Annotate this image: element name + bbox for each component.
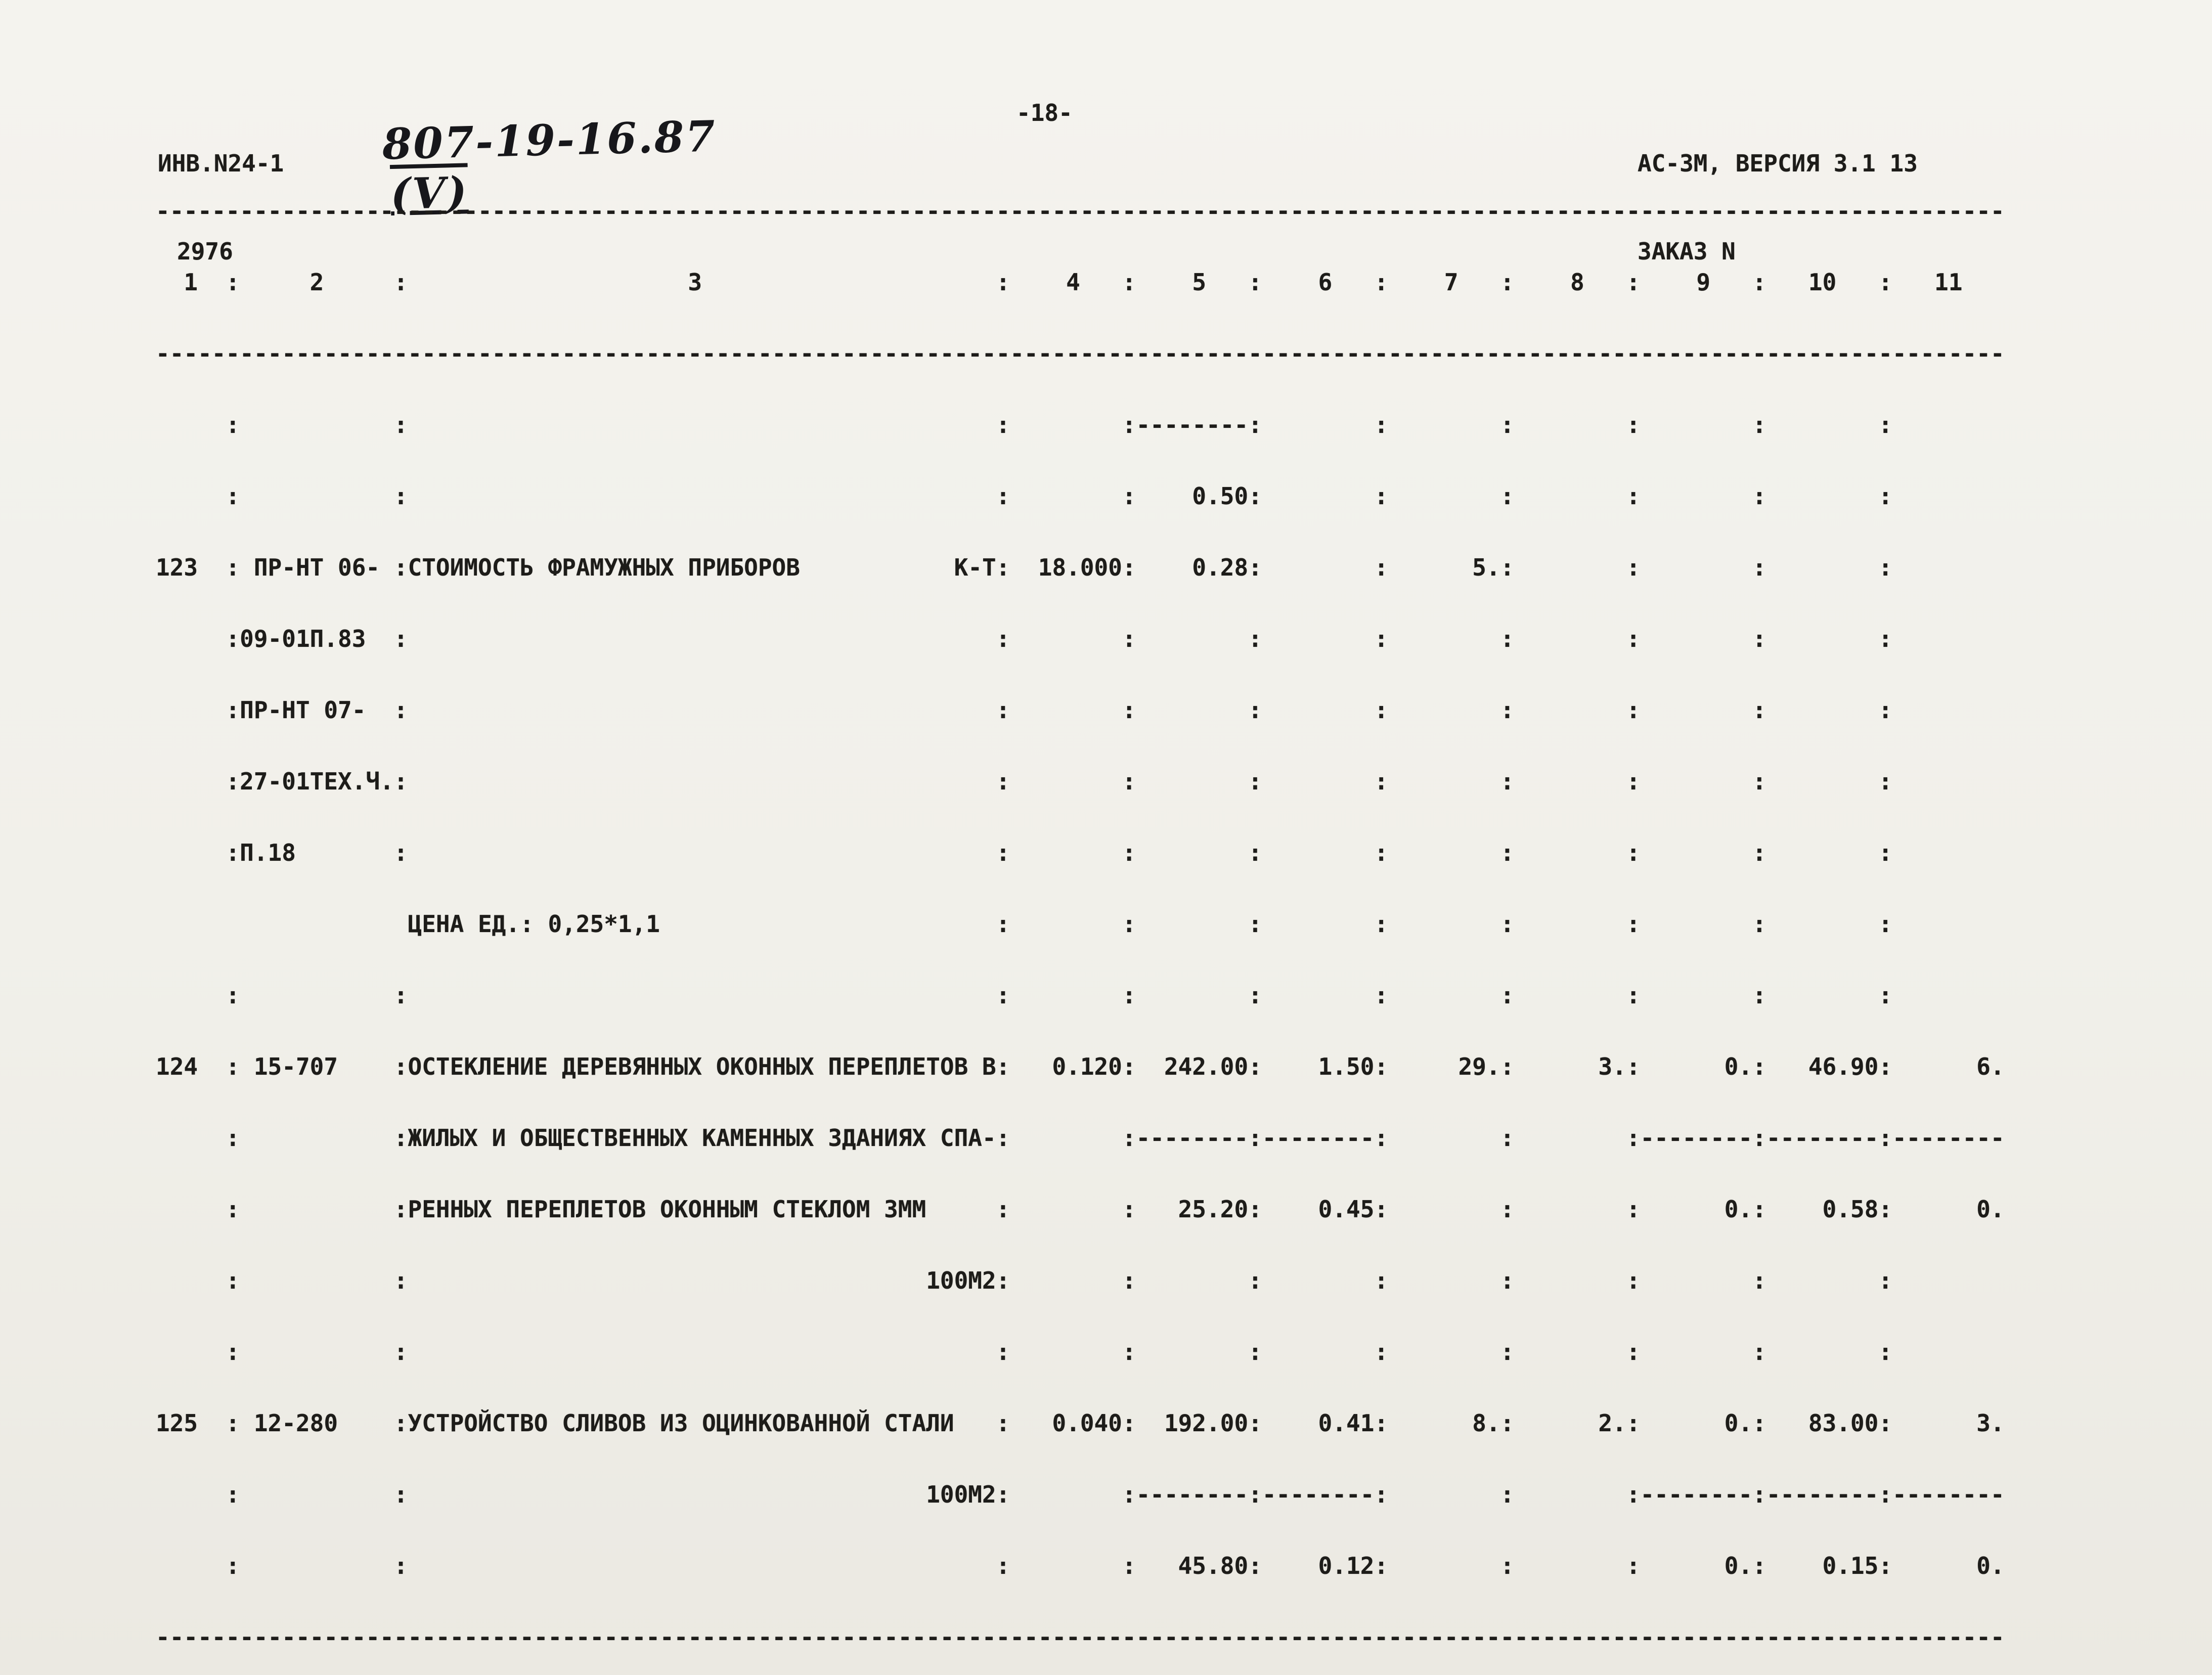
doc-line: :ПР-НТ 07- : : : : : : : : :	[156, 696, 1893, 724]
doc-line: :09-01П.83 : : : : : : : : :	[156, 625, 1893, 652]
inventory-number: 2976	[177, 238, 233, 265]
order-label: ЗАКАЗ N	[1638, 238, 1736, 265]
doc-line: : :РЕННЫХ ПЕРЕПЛЕТОВ ОКОННЫМ СТЕКЛОМ 3ММ…	[156, 1196, 2005, 1223]
doc-line: : : 100М2: : : : : : : :	[156, 1267, 1893, 1294]
page-number: -18-	[1016, 99, 1073, 126]
doc-line: :27-01ТЕХ.Ч.: : : : : : : : :	[156, 768, 1893, 795]
doc-line: : : : : 0.50: : : : : :	[156, 482, 1893, 510]
system-block: АС-3М, ВЕРСИЯ 3.1 13 ЗАКАЗ N	[1638, 90, 1918, 325]
doc-line: : : : : : : : : : :	[156, 982, 1893, 1009]
system-version: АС-3М, ВЕРСИЯ 3.1 13	[1638, 150, 1918, 177]
doc-line: : : : : 45.80: 0.12: : : 0.: 0.15: 0.	[156, 1552, 2005, 1579]
doc-line-row-124: 124 : 15-707 :ОСТЕКЛЕНИЕ ДЕРЕВЯННЫХ ОКОН…	[156, 1053, 2005, 1080]
doc-line: ----------------------------------------…	[156, 197, 2005, 225]
estimate-table: ----------------------------------------…	[156, 152, 2005, 1675]
doc-line: : : : : : : : : : :	[156, 1338, 1893, 1365]
doc-line-column-header: 1 : 2 : 3 : 4 : 5 : 6 : 7 : 8 : 9 : 10 :…	[156, 269, 1963, 296]
doc-line: : : 100М2: :--------:--------: : :------…	[156, 1481, 2005, 1508]
doc-line: : : : :--------: : : : : :	[156, 411, 1893, 438]
inventory-block: ИНВ.N24-1 2976	[158, 90, 284, 325]
doc-line: : :ЖИЛЫХ И ОБЩЕСТВЕННЫХ КАМЕННЫХ ЗДАНИЯХ…	[156, 1124, 2005, 1152]
doc-line-unit-price: ЦЕНА ЕД.: 0,25*1,1 : : : : : : : :	[156, 910, 1893, 938]
doc-line: ----------------------------------------…	[156, 340, 2005, 367]
doc-line-row-123: 123 : ПР-НТ 06- :СТОИМОСТЬ ФРАМУЖНЫХ ПРИ…	[156, 554, 1893, 581]
inventory-label: ИНВ.N24-1	[158, 150, 284, 177]
doc-line: :П.18 : : : : : : : : :	[156, 839, 1893, 866]
doc-line-row-125: 125 : 12-280 :УСТРОЙСТВО СЛИВОВ ИЗ ОЦИНК…	[156, 1409, 2005, 1437]
doc-line: ----------------------------------------…	[156, 1623, 2005, 1651]
